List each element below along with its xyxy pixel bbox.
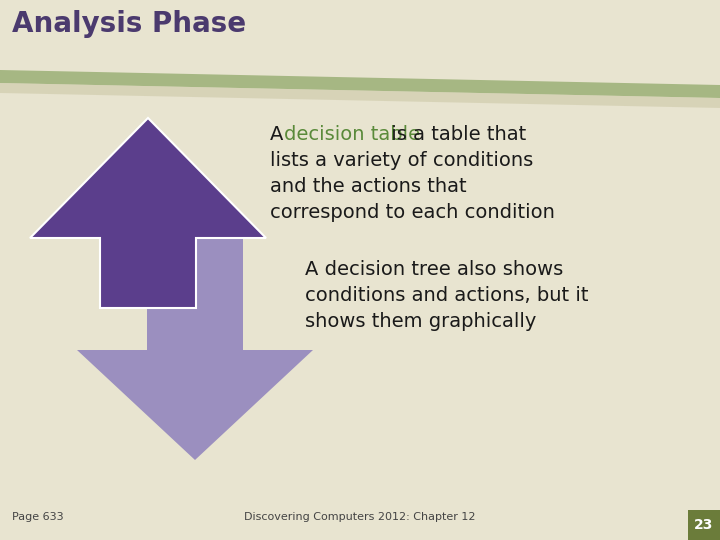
Text: shows them graphically: shows them graphically [305,312,536,331]
Text: Analysis Phase: Analysis Phase [12,10,246,38]
Text: A decision tree also shows: A decision tree also shows [305,260,563,279]
Polygon shape [0,70,720,98]
Polygon shape [30,118,266,308]
Text: Discovering Computers 2012: Chapter 12: Discovering Computers 2012: Chapter 12 [244,512,476,522]
Text: 23: 23 [694,518,714,532]
Text: and the actions that: and the actions that [270,177,467,196]
Polygon shape [0,83,720,108]
Text: A: A [270,125,289,144]
Text: is a table that: is a table that [385,125,526,144]
Text: lists a variety of conditions: lists a variety of conditions [270,151,534,170]
FancyBboxPatch shape [688,510,720,540]
Text: Page 633: Page 633 [12,512,63,522]
Polygon shape [77,230,313,460]
Text: conditions and actions, but it: conditions and actions, but it [305,286,588,305]
Text: decision table: decision table [284,125,420,144]
Text: correspond to each condition: correspond to each condition [270,203,555,222]
